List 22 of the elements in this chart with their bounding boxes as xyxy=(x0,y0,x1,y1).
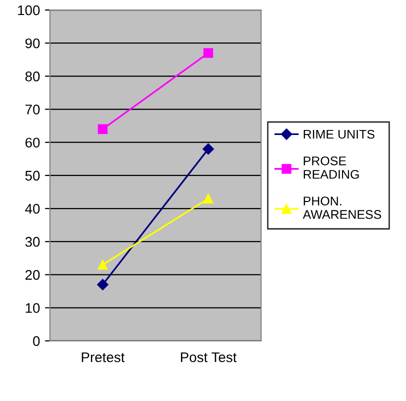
y-tick-label: 10 xyxy=(26,303,40,313)
y-tick-label: 60 xyxy=(25,138,40,148)
legend-label: PROSE READING xyxy=(304,156,359,179)
y-tick-label: 30 xyxy=(25,236,40,247)
point xyxy=(203,48,214,58)
legend-label: RIME UNITS xyxy=(304,130,374,139)
y-tick-label: 20 xyxy=(25,270,40,280)
y-tick-label: 40 xyxy=(25,204,40,214)
y-tick-label: 70 xyxy=(25,104,40,114)
point xyxy=(203,194,214,204)
y-tick-label: 80 xyxy=(25,72,40,82)
y-tick-label: 90 xyxy=(25,38,40,48)
point xyxy=(98,124,108,134)
legend-label: PHON. AWARENESS xyxy=(302,196,382,219)
x-tick-label: Post Test xyxy=(180,352,237,362)
y-tick-label: 100 xyxy=(18,5,40,16)
point xyxy=(202,143,214,155)
y-tick-label: 0 xyxy=(33,336,40,346)
x-tick-label: Pretest xyxy=(82,352,125,362)
point xyxy=(98,260,108,270)
point xyxy=(97,279,108,290)
y-tick-label: 50 xyxy=(25,170,40,181)
